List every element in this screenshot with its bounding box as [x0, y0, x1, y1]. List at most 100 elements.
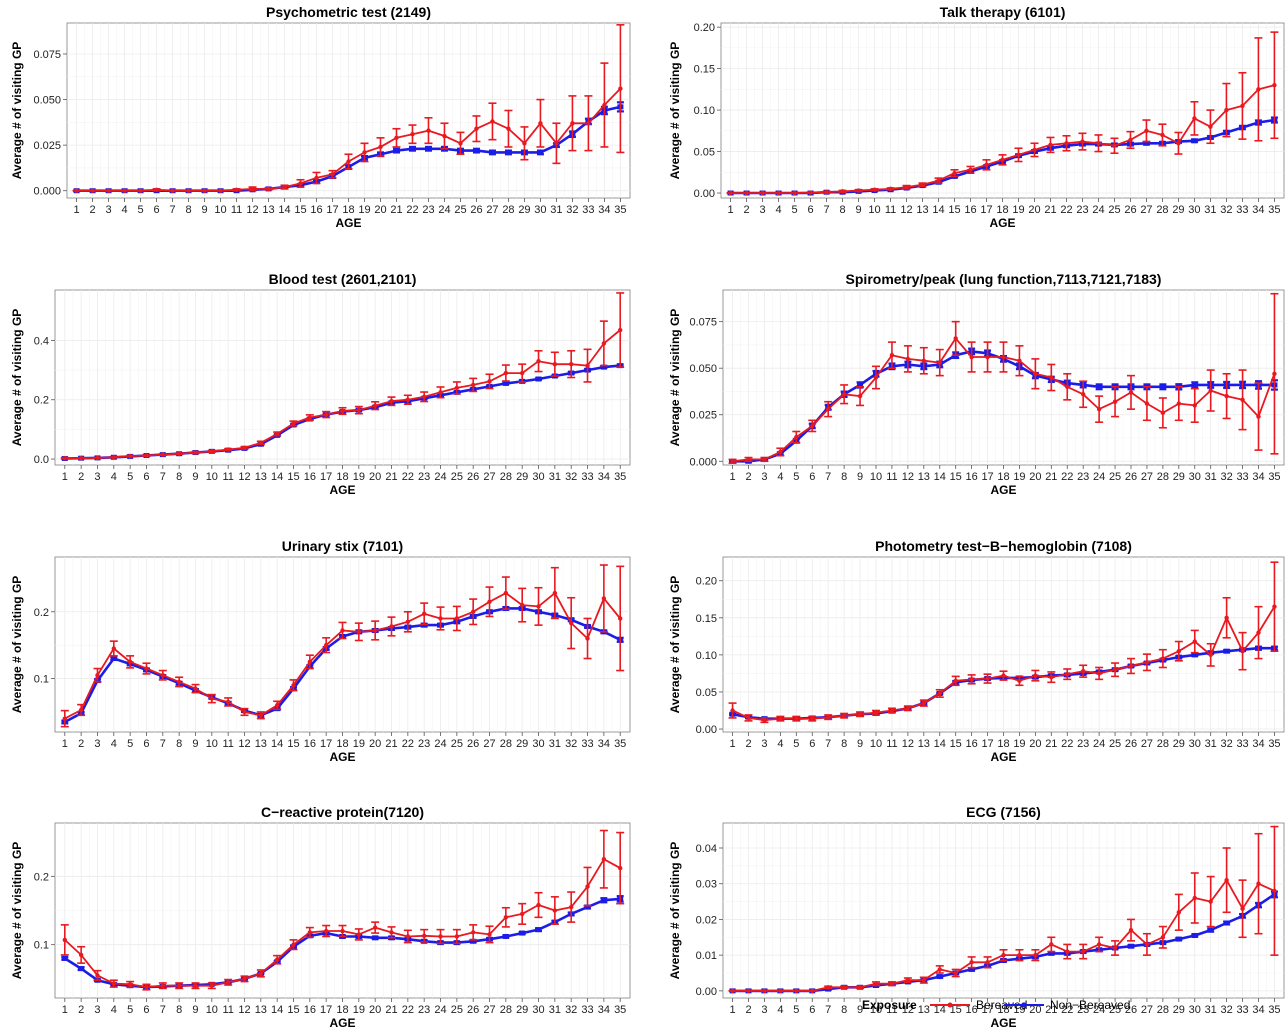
data-point [111, 646, 117, 651]
x-tick-label: 2 [90, 204, 96, 216]
x-tick-label: 5 [793, 471, 799, 483]
data-point [1017, 678, 1022, 684]
y-axis-label: Average # of visiting GP [10, 42, 24, 180]
x-tick-label: 2 [78, 1004, 84, 1016]
data-point [225, 447, 231, 452]
x-axis-label: AGE [329, 483, 355, 497]
data-point [74, 188, 79, 193]
data-point [61, 955, 68, 961]
y-tick-label: 0.00 [694, 188, 715, 200]
x-tick-label: 4 [776, 204, 782, 216]
y-axis-label: Average # of visiting GP [10, 309, 24, 447]
x-tick-label: 3 [94, 738, 100, 750]
x-tick-label: 25 [1108, 204, 1120, 216]
data-point [904, 185, 909, 190]
legend-title: Exposure [862, 998, 917, 1012]
data-point [405, 619, 411, 624]
data-point [1208, 899, 1213, 904]
x-tick-label: 23 [418, 471, 430, 483]
y-tick-label: 0.05 [696, 687, 717, 699]
data-point [1191, 382, 1198, 388]
data-point [985, 960, 990, 965]
x-tick-label: 28 [502, 204, 514, 216]
data-point [410, 131, 415, 137]
data-point [454, 934, 460, 939]
data-point [389, 624, 394, 629]
data-point [1001, 952, 1006, 958]
data-point [889, 981, 895, 986]
x-tick-label: 5 [127, 471, 133, 483]
x-tick-label: 30 [1189, 738, 1201, 750]
data-point [1240, 103, 1245, 109]
data-point [160, 452, 166, 457]
data-point [936, 178, 941, 183]
x-axis-label: AGE [335, 216, 361, 230]
data-point [356, 932, 362, 937]
x-tick-label: 26 [467, 471, 479, 483]
data-point [1080, 949, 1086, 954]
x-tick-label: 11 [886, 738, 897, 750]
data-point [1159, 384, 1166, 390]
data-point [1033, 371, 1038, 376]
data-point [1112, 945, 1118, 951]
x-tick-label: 11 [222, 738, 233, 750]
x-tick-label: 16 [304, 471, 316, 483]
data-point [78, 966, 85, 972]
data-point [1256, 87, 1261, 92]
data-point [778, 716, 783, 721]
x-tick-label: 3 [94, 471, 100, 483]
data-point [824, 189, 829, 195]
x-tick-label: 6 [809, 1004, 815, 1016]
data-point [95, 673, 100, 678]
data-point [1272, 83, 1277, 88]
x-tick-label: 23 [422, 204, 434, 216]
x-tick-label: 23 [1077, 471, 1089, 483]
y-tick-label: 0.00 [696, 724, 717, 736]
x-tick-label: 21 [1045, 738, 1057, 750]
x-tick-label: 10 [868, 204, 880, 216]
x-tick-label: 33 [1236, 204, 1248, 216]
data-point [487, 379, 492, 384]
x-tick-label: 19 [1013, 471, 1025, 483]
data-point [470, 609, 476, 614]
data-point [1256, 414, 1261, 419]
data-point [389, 399, 394, 404]
data-point [1049, 375, 1054, 380]
x-tick-label: 2 [78, 738, 84, 750]
data-point [1128, 137, 1133, 143]
x-tick-label: 1 [730, 471, 736, 483]
x-tick-label: 13 [255, 738, 267, 750]
data-point [438, 390, 443, 395]
data-point [1017, 952, 1022, 958]
x-tick-label: 30 [532, 738, 544, 750]
data-point [776, 190, 781, 196]
x-tick-label: 2 [744, 204, 750, 216]
data-point [127, 982, 133, 987]
data-point [568, 904, 574, 910]
x-tick-label: 20 [1029, 1004, 1041, 1016]
x-tick-label: 27 [1141, 1004, 1153, 1016]
y-tick-label: 0.05 [694, 147, 715, 159]
data-point [519, 370, 525, 376]
x-tick-label: 19 [353, 738, 365, 750]
data-point [872, 187, 877, 192]
data-point [291, 942, 296, 947]
data-point [905, 356, 911, 362]
x-tick-label: 24 [438, 204, 450, 216]
x-axis-label: AGE [990, 483, 1016, 497]
x-tick-label: 18 [342, 204, 354, 216]
data-point [330, 172, 335, 177]
chart-panel-3: 0.00.20.41 2 3 4 5 6 7 8 9 10 11 12 13 14 15 16 17 18 19 20… [10, 271, 631, 497]
x-tick-label: 30 [1189, 1004, 1201, 1016]
x-tick-label: 4 [111, 471, 117, 483]
x-tick-label: 3 [761, 738, 767, 750]
data-point [730, 459, 735, 464]
y-tick-label: 0.000 [33, 186, 61, 198]
data-point [810, 423, 815, 429]
data-point [1240, 648, 1245, 654]
data-point [1224, 877, 1229, 883]
x-tick-label: 14 [934, 738, 946, 750]
data-point [1176, 648, 1182, 654]
x-tick-label: 34 [1252, 471, 1264, 483]
x-tick-label: 35 [614, 204, 626, 216]
